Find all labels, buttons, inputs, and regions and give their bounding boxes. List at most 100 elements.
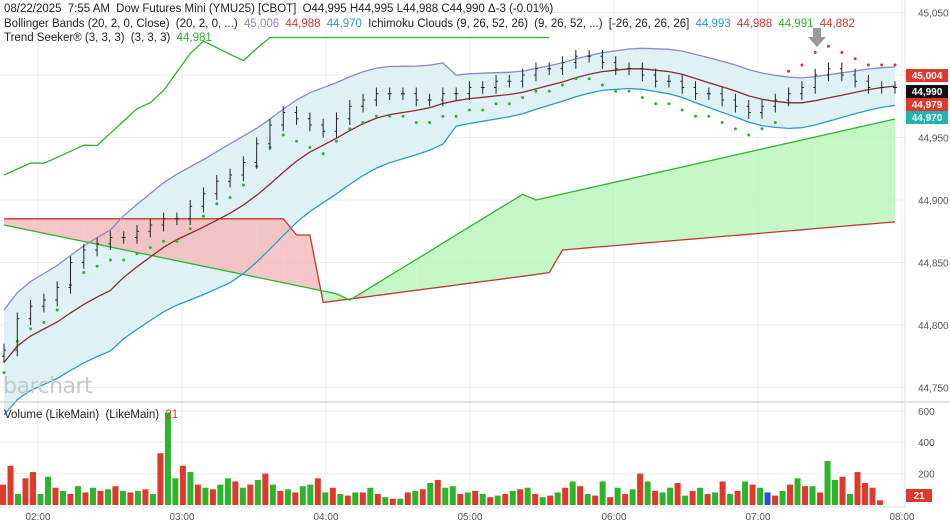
trend-dot xyxy=(760,127,764,131)
trend-label[interactable]: Trend Seeker® (3, 3, 3) xyxy=(4,32,125,44)
volume-bar xyxy=(524,487,531,505)
volume-bar xyxy=(269,484,276,505)
trend-dot xyxy=(853,57,857,61)
cloud-segment xyxy=(642,173,656,244)
cloud-segment xyxy=(402,259,417,292)
volume-bar xyxy=(532,494,539,505)
header-ohlc: O44,995 H44,995 L44,988 C44,990 Δ-3 (-0.… xyxy=(302,3,554,15)
trend-dot xyxy=(428,121,432,124)
cloud-segment xyxy=(868,122,882,225)
trend-dot xyxy=(348,127,352,131)
cloud-segment xyxy=(562,191,576,250)
trend-dot xyxy=(55,308,59,312)
volume-bar xyxy=(592,495,599,505)
trend-dot xyxy=(122,258,126,262)
volume-bar xyxy=(52,487,59,505)
volume-bar xyxy=(434,479,441,505)
cloud-segment xyxy=(855,125,869,226)
cloud-segment xyxy=(57,218,71,239)
trend-dot xyxy=(388,114,392,118)
cloud-segment xyxy=(602,182,616,247)
volume-bar xyxy=(164,412,171,505)
volume-bar xyxy=(367,487,374,505)
bollinger-label[interactable]: Bollinger Bands (20, 2, 0, Close) xyxy=(4,18,170,30)
volume-bar xyxy=(59,490,66,505)
trend-dot xyxy=(29,327,33,331)
volume-bar xyxy=(689,490,696,505)
volume-label[interactable]: Volume (LikeMain) xyxy=(4,409,100,421)
cloud-segment xyxy=(655,170,669,243)
volume-bar xyxy=(82,492,89,505)
volume-bar xyxy=(247,484,254,505)
cloud-segment xyxy=(269,218,284,283)
x-tick-label: 02:00 xyxy=(25,512,50,523)
volume-bar xyxy=(292,492,299,505)
volume-bar xyxy=(97,490,104,505)
trend-dot xyxy=(401,114,405,118)
trend-dot xyxy=(787,69,791,73)
volume-bar xyxy=(37,494,44,505)
volume-bar xyxy=(284,489,291,505)
volume-bar xyxy=(194,484,201,505)
volume-bar xyxy=(787,484,794,505)
trend-dot xyxy=(201,214,205,218)
volume-bar xyxy=(652,490,659,505)
cloud-segment xyxy=(535,197,550,275)
volume-bar xyxy=(67,494,74,505)
x-tick-label: 07:00 xyxy=(745,512,770,523)
trend-dot xyxy=(467,108,471,112)
cloud-segment xyxy=(83,218,98,245)
volume-bar xyxy=(142,489,149,505)
volume-bars xyxy=(0,412,883,505)
volume-bar xyxy=(682,495,689,505)
cloud-segment xyxy=(801,137,816,230)
volume-bar xyxy=(854,472,861,505)
y-tick-label: 44,850 xyxy=(918,259,949,270)
legend-bollinger-ichimoku[interactable]: Bollinger Bands (20, 2, 0, Close) (20, 2… xyxy=(4,17,858,32)
trend-dot xyxy=(733,127,737,131)
volume-bar xyxy=(659,492,666,505)
volume-bar xyxy=(112,486,119,505)
trend-dot xyxy=(175,239,179,243)
volume-bar xyxy=(629,489,636,505)
x-tick-label: 03:00 xyxy=(169,512,194,523)
cloud-segment xyxy=(549,194,563,273)
volume-bar xyxy=(457,494,464,505)
volume-bar xyxy=(157,453,164,505)
cloud-segment xyxy=(881,119,895,223)
vol-y-tick-label: 600 xyxy=(918,407,935,418)
legend-trend-seeker[interactable]: Trend Seeker® (3, 3, 3) (3, 3, 3) 44,981 xyxy=(4,31,215,46)
cloud-segment xyxy=(775,143,789,232)
volume-bar xyxy=(712,492,719,505)
volume-bar xyxy=(299,486,306,505)
trend-dot xyxy=(720,121,724,124)
cloud-segment xyxy=(123,218,137,253)
price-label-box xyxy=(906,98,948,111)
volume-bar xyxy=(104,489,111,505)
trend-dot xyxy=(148,246,152,249)
volume-bar xyxy=(389,498,396,505)
volume-bar xyxy=(824,461,831,505)
price-label-text: 45,004 xyxy=(912,71,943,82)
cloud-segment xyxy=(841,128,856,227)
cloud-segment xyxy=(522,194,536,277)
legend-volume[interactable]: Volume (LikeMain) (LikeMain) 21 xyxy=(4,408,181,423)
volume-bar xyxy=(554,492,561,505)
cloud-segment xyxy=(668,167,683,241)
volume-bar xyxy=(817,492,824,505)
trend-dot xyxy=(494,102,498,106)
ichimoku-label[interactable]: Ichimoku Clouds (9, 26, 52, 26) xyxy=(368,18,528,30)
volume-bar xyxy=(202,487,209,505)
indicator-lines xyxy=(3,36,896,416)
ichimoku-cloud xyxy=(4,119,895,303)
trend-dot xyxy=(228,196,232,199)
trend-dot xyxy=(866,63,870,67)
trend-dot xyxy=(561,83,565,87)
volume-bar xyxy=(149,494,156,505)
trend-dot xyxy=(454,114,458,118)
volume-bar xyxy=(277,490,284,505)
cloud-segment xyxy=(589,185,603,248)
trend-dot xyxy=(414,121,418,124)
cloud-segment xyxy=(296,235,310,289)
trend-dot xyxy=(587,77,591,81)
